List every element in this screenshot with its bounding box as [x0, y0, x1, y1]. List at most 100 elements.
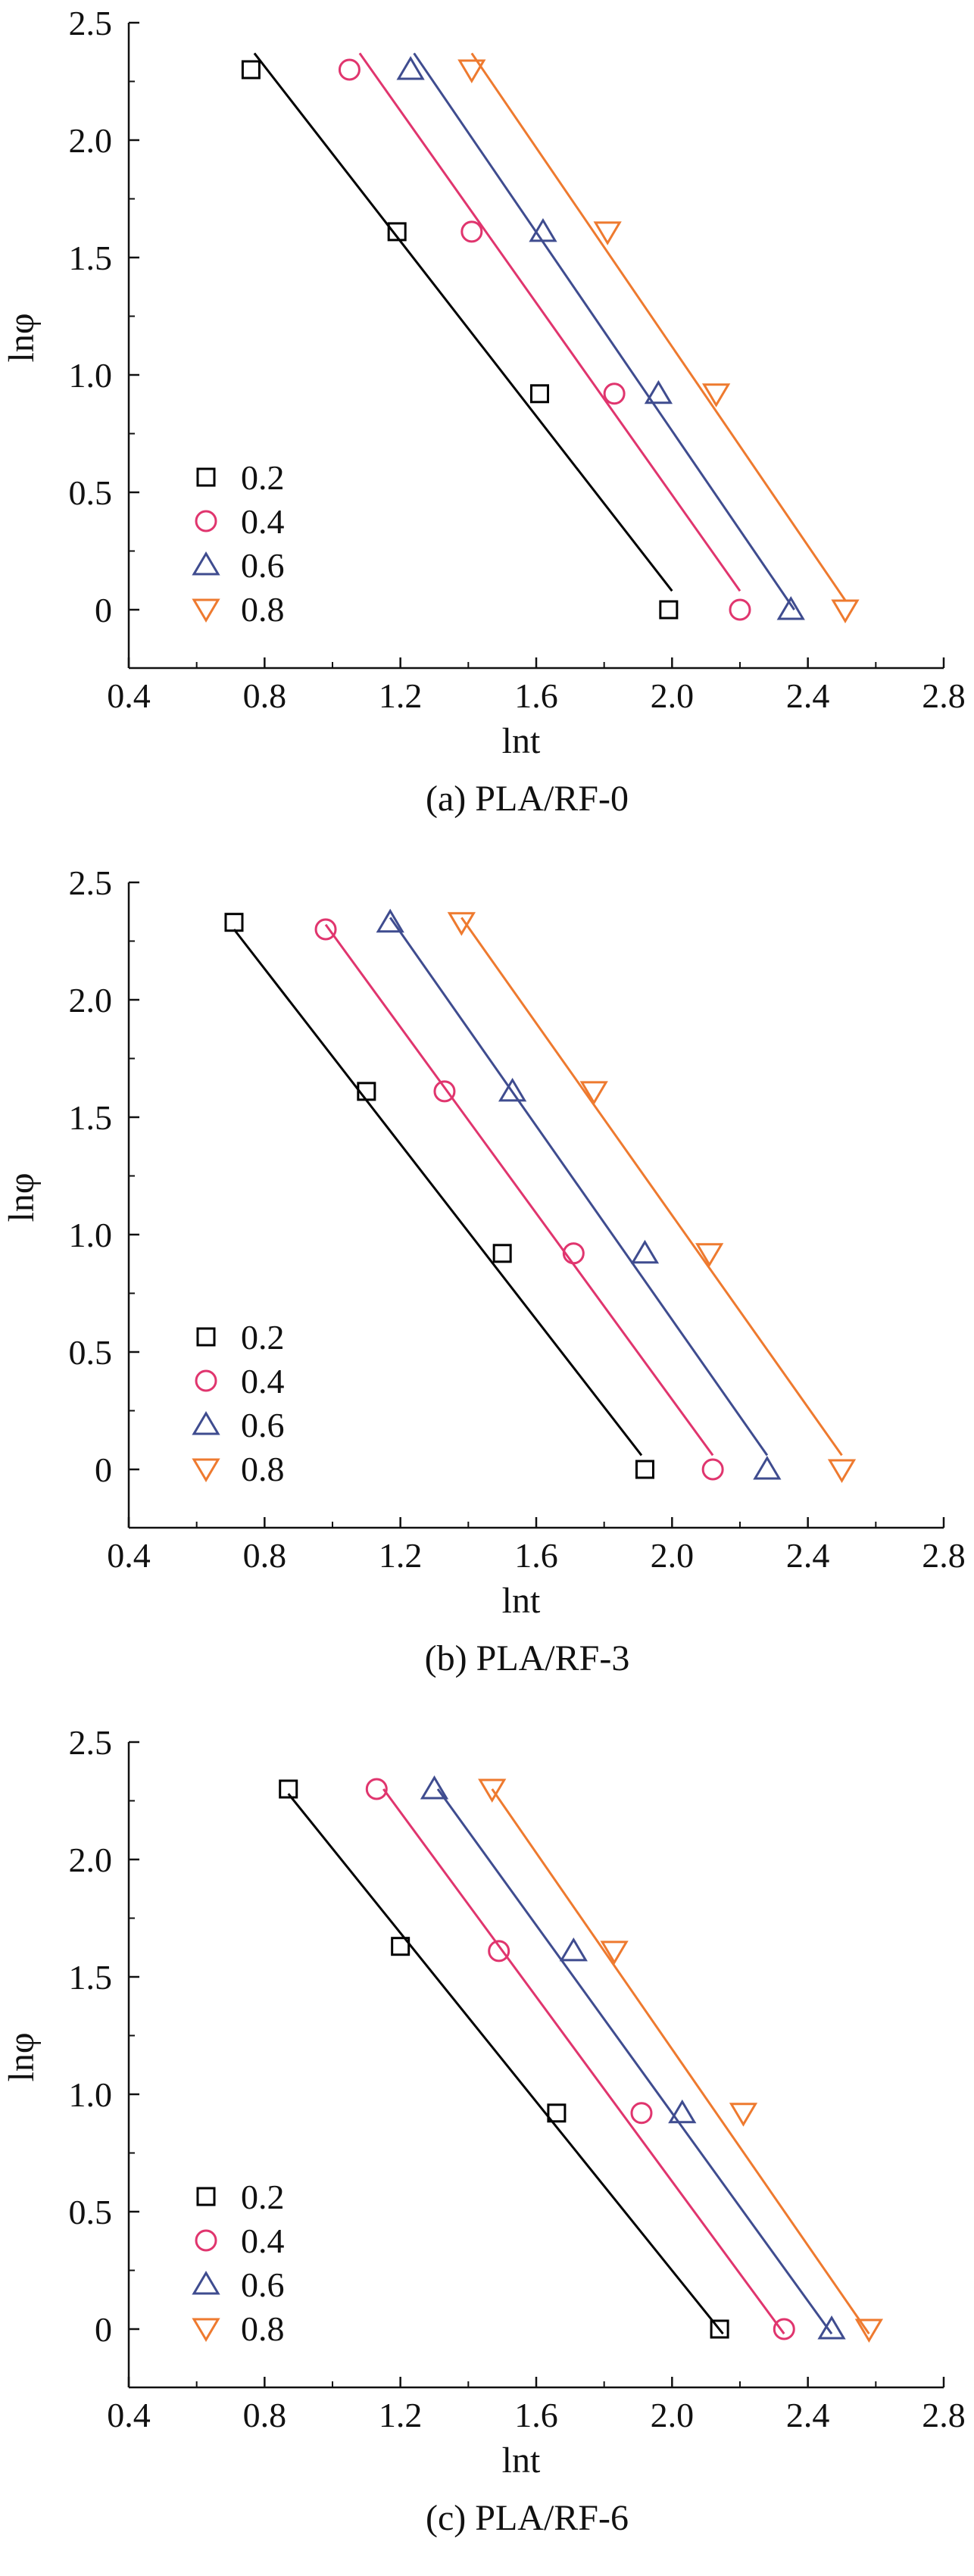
x-tick-label: 0.4	[107, 1536, 151, 1575]
legend-marker	[196, 467, 216, 487]
series-0.6	[396, 52, 805, 620]
data-point	[224, 913, 244, 932]
x-axis-label: lnt	[502, 2440, 541, 2481]
y-tick-label: 0.5	[69, 1333, 113, 1372]
fit-line	[253, 52, 673, 592]
x-tick-label: 2.8	[922, 676, 966, 715]
legend-marker	[195, 1369, 217, 1392]
x-tick-label: 0.8	[243, 2396, 287, 2434]
data-point	[603, 382, 626, 405]
x-tick-label: 1.6	[514, 1536, 558, 1575]
data-point	[492, 1244, 512, 1263]
x-tick-label: 1.6	[514, 676, 558, 715]
x-tick-label: 1.6	[514, 2396, 558, 2434]
legend-marker	[196, 1327, 216, 1347]
data-point	[241, 60, 261, 80]
data-point	[396, 56, 425, 80]
y-tick-label: 2.0	[69, 1841, 113, 1879]
legend-marker	[192, 1458, 220, 1482]
x-tick-label: 2.0	[651, 676, 695, 715]
panel-caption: (c) PLA/RF-6	[426, 2498, 629, 2538]
data-point	[376, 908, 404, 933]
legend-marker	[192, 2318, 220, 2342]
data-point	[659, 600, 679, 620]
data-point	[701, 1458, 724, 1481]
legend-label: 0.4	[241, 1362, 285, 1400]
data-point	[314, 918, 337, 941]
x-tick-label: 2.8	[922, 1536, 966, 1575]
legend-label: 0.8	[241, 2309, 285, 2348]
legend-label: 0.2	[241, 458, 285, 497]
series-0.8	[478, 1778, 883, 2343]
y-tick-label: 1.5	[69, 1958, 113, 1997]
x-tick-label: 0.4	[107, 2396, 151, 2434]
legend-label: 0.8	[241, 590, 285, 629]
data-point	[391, 1937, 411, 1956]
legend-marker	[195, 2229, 217, 2252]
legend-marker	[192, 2271, 220, 2295]
y-tick-label: 1.5	[69, 1098, 113, 1137]
series-0.6	[420, 1775, 846, 2340]
data-point	[729, 2103, 758, 2127]
y-axis-label: lnφ	[2, 313, 42, 362]
fit-line	[382, 1788, 785, 2335]
x-tick-label: 0.4	[107, 676, 151, 715]
data-point	[279, 1779, 298, 1799]
y-tick-label: 2.5	[69, 4, 113, 42]
data-point	[529, 384, 549, 404]
data-point	[460, 220, 483, 243]
y-tick-label: 0	[95, 591, 112, 629]
y-tick-label: 0	[95, 1450, 112, 1489]
legend-label: 0.4	[241, 2222, 285, 2260]
data-point	[753, 1456, 782, 1480]
y-tick-label: 0	[95, 2310, 112, 2349]
fit-line	[436, 1788, 833, 2335]
fit-line	[460, 916, 843, 1457]
fit-line	[324, 923, 714, 1457]
y-tick-label: 2.5	[69, 863, 113, 902]
data-point	[630, 1239, 660, 1264]
x-tick-label: 2.0	[651, 2396, 695, 2434]
data-point	[357, 1082, 376, 1101]
series-0.8	[457, 52, 860, 623]
data-point	[630, 2102, 653, 2125]
legend-marker	[196, 2187, 216, 2206]
data-point	[773, 2318, 795, 2340]
chart-panel-2: 0.4 0.8 1.2 1.6 2.0 2.4 2.8 0 0.5 1.0 1.5 2.0 2.5 lnt…	[2, 863, 966, 1678]
data-point	[831, 599, 860, 623]
x-axis-label: lnt	[502, 1581, 541, 1621]
legend-label: 0.6	[241, 2265, 285, 2304]
fit-line	[470, 52, 847, 601]
series-0.4	[314, 918, 724, 1481]
legend-label: 0.4	[241, 502, 285, 541]
y-tick-label: 1.0	[69, 356, 113, 395]
legend-label: 0.2	[241, 1318, 285, 1357]
x-tick-label: 1.2	[379, 676, 423, 715]
legend-label: 0.2	[241, 2178, 285, 2216]
data-point	[695, 1243, 724, 1267]
legend-label: 0.6	[241, 546, 285, 585]
data-point	[488, 1940, 510, 1962]
fit-line	[389, 916, 769, 1457]
series-0.6	[376, 908, 782, 1480]
data-point	[498, 1077, 527, 1102]
legend-marker	[195, 510, 217, 532]
y-axis-label: lnφ	[2, 1172, 42, 1222]
fit-line	[287, 1793, 724, 2335]
data-point	[644, 379, 673, 404]
y-tick-label: 1.0	[69, 1216, 113, 1254]
x-tick-label: 1.2	[379, 2396, 423, 2434]
y-tick-label: 2.0	[69, 981, 113, 1019]
fit-line	[358, 52, 741, 592]
y-tick-label: 2.5	[69, 1723, 113, 1762]
x-tick-label: 2.4	[786, 2396, 830, 2434]
data-point	[447, 912, 476, 936]
series-0.2	[279, 1779, 729, 2339]
chart-panel-3: 0.4 0.8 1.2 1.6 2.0 2.4 2.8 0 0.5 1.0 1.5 2.0 2.5 lnt…	[2, 1723, 966, 2538]
x-tick-label: 2.8	[922, 2396, 966, 2434]
data-point	[579, 1081, 608, 1105]
legend-marker	[192, 551, 220, 576]
data-point	[433, 1080, 456, 1103]
series-0.2	[241, 52, 679, 620]
